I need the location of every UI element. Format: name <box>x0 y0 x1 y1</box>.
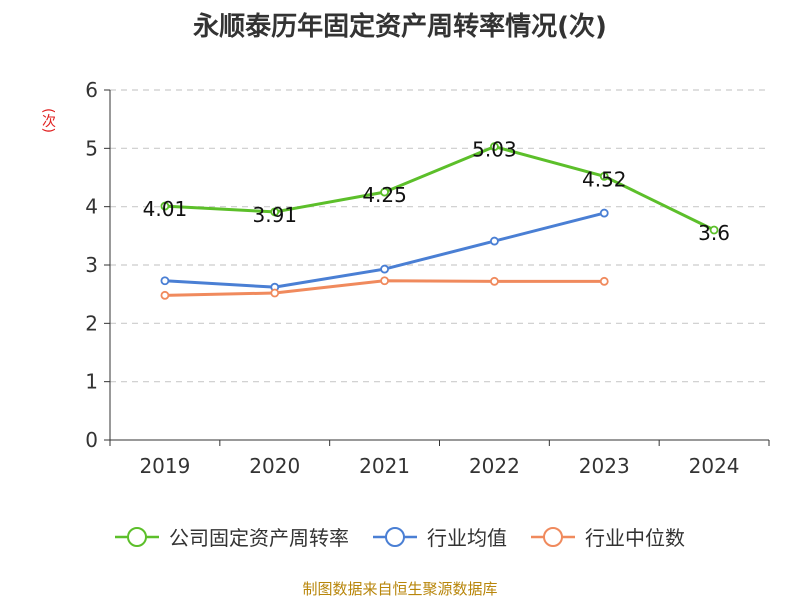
data-point <box>380 187 389 197</box>
data-label: 4.25 <box>362 183 407 207</box>
y-tick-label: 5 <box>85 136 98 160</box>
data-point <box>160 201 170 211</box>
y-tick-label: 0 <box>85 428 98 452</box>
x-tick-label: 2019 <box>139 454 190 478</box>
data-point <box>490 276 499 286</box>
data-point <box>270 288 280 298</box>
data-label: 3.6 <box>698 221 730 245</box>
legend-marker <box>385 527 405 547</box>
legend-marker <box>543 527 563 547</box>
data-point <box>599 208 609 218</box>
series-line <box>164 211 605 289</box>
x-tick-label: 2024 <box>689 454 740 478</box>
x-tick-label: 2022 <box>469 454 520 478</box>
y-axis-label: (次) <box>40 108 56 133</box>
data-point <box>490 142 499 151</box>
data-point <box>709 225 719 235</box>
data-point <box>160 276 170 286</box>
legend-label: 行业均值 <box>427 526 507 550</box>
data-point <box>270 207 280 217</box>
data-label: 5.03 <box>472 138 517 162</box>
data-point <box>490 236 499 246</box>
x-tick-label: 2021 <box>359 454 410 478</box>
data-point <box>599 171 609 181</box>
legend-item[interactable]: 行业均值 <box>373 526 507 550</box>
y-tick-label: 1 <box>85 370 98 394</box>
series-line <box>164 145 715 232</box>
x-tick-label: 2020 <box>249 454 300 478</box>
y-tick-label: 6 <box>85 78 98 102</box>
data-label: 3.91 <box>252 203 297 227</box>
x-tick-label: 2023 <box>579 454 630 478</box>
y-tick-label: 4 <box>85 195 98 219</box>
legend-marker <box>127 527 147 547</box>
data-point <box>380 276 389 286</box>
y-tick-label: 3 <box>85 253 98 277</box>
legend-item[interactable]: 公司固定资产周转率 <box>115 526 349 550</box>
data-point <box>160 290 170 300</box>
data-point <box>599 276 609 286</box>
legend-item[interactable]: 行业中位数 <box>531 526 685 550</box>
data-point <box>380 264 389 274</box>
source-note: 制图数据来自恒生聚源数据库 <box>302 580 498 598</box>
chart-title: 永顺泰历年固定资产周转率情况(次) <box>193 12 607 42</box>
y-tick-label: 2 <box>85 311 98 335</box>
legend-label: 行业中位数 <box>585 526 685 550</box>
legend-label: 公司固定资产周转率 <box>169 526 349 550</box>
data-label: 4.01 <box>143 197 188 221</box>
data-label: 4.52 <box>582 167 627 191</box>
